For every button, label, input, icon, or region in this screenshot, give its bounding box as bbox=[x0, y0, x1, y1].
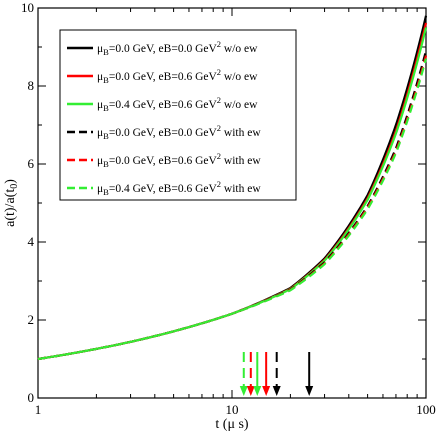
y-tick-label: 2 bbox=[28, 312, 35, 327]
arrow-head-1 bbox=[239, 386, 248, 396]
legend-box bbox=[59, 29, 297, 201]
legend-label-2: μB=0.0 GeV, eB=0.6 GeV2 w/o ew bbox=[97, 67, 258, 85]
legend-label-4: μB=0.0 GeV, eB=0.0 GeV2 with ew bbox=[97, 123, 261, 141]
y-axis-ticks: 0 2 4 6 8 10 bbox=[21, 0, 426, 405]
series-line-6 bbox=[37, 58, 428, 361]
x-tick-label: 10 bbox=[226, 402, 239, 417]
y-tick-label: 6 bbox=[28, 156, 35, 171]
arrow-layer bbox=[239, 352, 314, 396]
arrow-head-2 bbox=[246, 386, 255, 396]
arrow-head-4 bbox=[262, 386, 271, 396]
y-tick-label: 0 bbox=[28, 390, 35, 405]
x-tick-label: 100 bbox=[416, 402, 436, 417]
arrow-head-3 bbox=[253, 386, 262, 396]
legend-label-3: μB=0.4 GeV, eB=0.6 GeV2 w/o ew bbox=[97, 95, 258, 113]
legend-label-6: μB=0.4 GeV, eB=0.6 GeV2 with ew bbox=[97, 179, 261, 197]
y-tick-label: 4 bbox=[28, 234, 35, 249]
y-tick-label: 8 bbox=[28, 78, 35, 93]
legend-label-1: μB=0.0 GeV, eB=0.0 GeV2 w/o ew bbox=[97, 39, 258, 57]
legend: μB=0.0 GeV, eB=0.0 GeV2 w/o ew μB=0.0 GeV… bbox=[59, 29, 297, 201]
series-layer bbox=[37, 15, 428, 361]
x-tick-label: 1 bbox=[35, 402, 42, 417]
y-tick-label: 10 bbox=[21, 0, 34, 15]
y-axis-title: a(t)/a(t0) bbox=[3, 179, 20, 227]
x-axis-ticks: 1 10 100 bbox=[35, 8, 436, 417]
x-axis-title: t (μ s) bbox=[215, 417, 249, 432]
legend-label-5: μB=0.0 GeV, eB=0.6 GeV2 with ew bbox=[97, 151, 261, 169]
arrow-head-5 bbox=[272, 386, 281, 396]
arrow-head-6 bbox=[305, 386, 314, 396]
